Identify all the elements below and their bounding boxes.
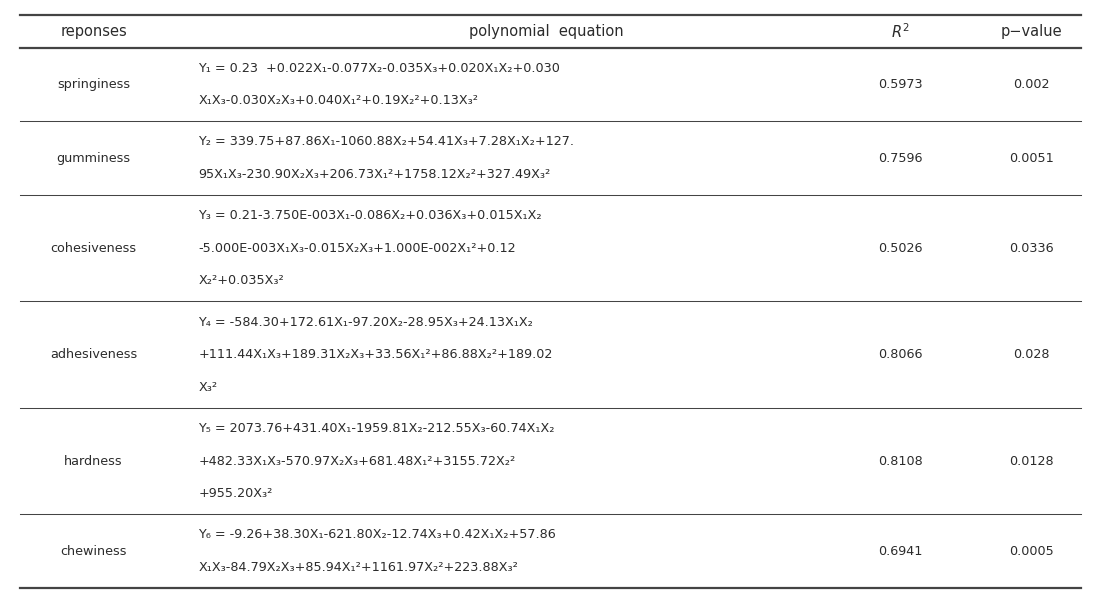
Text: +955.20X₃²: +955.20X₃²	[198, 487, 273, 500]
Text: 0.0336: 0.0336	[1010, 242, 1054, 255]
Text: 0.8108: 0.8108	[879, 455, 923, 467]
Text: X₁X₃-0.030X₂X₃+0.040X₁²+0.19X₂²+0.13X₃²: X₁X₃-0.030X₂X₃+0.040X₁²+0.19X₂²+0.13X₃²	[198, 94, 478, 107]
Text: 95X₁X₃-230.90X₂X₃+206.73X₁²+1758.12X₂²+327.49X₃²: 95X₁X₃-230.90X₂X₃+206.73X₁²+1758.12X₂²+3…	[198, 168, 550, 181]
Text: 0.5973: 0.5973	[879, 78, 923, 91]
Text: 0.002: 0.002	[1013, 78, 1050, 91]
Text: 0.8066: 0.8066	[879, 348, 923, 361]
Text: Y₁ = 0.23  +0.022X₁-0.077X₂-0.035X₃+0.020X₁X₂+0.030: Y₁ = 0.23 +0.022X₁-0.077X₂-0.035X₃+0.020…	[198, 62, 560, 74]
Text: Y₂ = 339.75+87.86X₁-1060.88X₂+54.41X₃+7.28X₁X₂+127.: Y₂ = 339.75+87.86X₁-1060.88X₂+54.41X₃+7.…	[198, 136, 575, 148]
Text: 0.0128: 0.0128	[1010, 455, 1054, 467]
Text: 0.6941: 0.6941	[879, 545, 923, 557]
Text: 0.5026: 0.5026	[879, 242, 923, 255]
Text: reponses: reponses	[61, 24, 127, 39]
Text: adhesiveness: adhesiveness	[50, 348, 138, 361]
Text: 0.0005: 0.0005	[1010, 545, 1054, 557]
Text: 0.7596: 0.7596	[879, 152, 923, 165]
Text: -5.000E-003X₁X₃-0.015X₂X₃+1.000E-002X₁²+0.12: -5.000E-003X₁X₃-0.015X₂X₃+1.000E-002X₁²+…	[198, 242, 515, 255]
Text: Y₆ = -9.26+38.30X₁-621.80X₂-12.74X₃+0.42X₁X₂+57.86: Y₆ = -9.26+38.30X₁-621.80X₂-12.74X₃+0.42…	[198, 529, 556, 541]
Text: p−value: p−value	[1001, 24, 1062, 39]
Text: Y₃ = 0.21-3.750E-003X₁-0.086X₂+0.036X₃+0.015X₁X₂: Y₃ = 0.21-3.750E-003X₁-0.086X₂+0.036X₃+0…	[198, 209, 542, 222]
Text: +111.44X₁X₃+189.31X₂X₃+33.56X₁²+86.88X₂²+189.02: +111.44X₁X₃+189.31X₂X₃+33.56X₁²+86.88X₂²…	[198, 348, 553, 361]
Text: Y₄ = -584.30+172.61X₁-97.20X₂-28.95X₃+24.13X₁X₂: Y₄ = -584.30+172.61X₁-97.20X₂-28.95X₃+24…	[198, 316, 533, 329]
Text: Y₅ = 2073.76+431.40X₁-1959.81X₂-212.55X₃-60.74X₁X₂: Y₅ = 2073.76+431.40X₁-1959.81X₂-212.55X₃…	[198, 422, 555, 435]
Text: cohesiveness: cohesiveness	[51, 242, 137, 255]
Text: 0.0051: 0.0051	[1010, 152, 1054, 165]
Text: $\mathit{R}^2$: $\mathit{R}^2$	[892, 22, 909, 41]
Text: springiness: springiness	[57, 78, 130, 91]
Text: 0.028: 0.028	[1013, 348, 1050, 361]
Text: X₁X₃-84.79X₂X₃+85.94X₁²+1161.97X₂²+223.88X₃²: X₁X₃-84.79X₂X₃+85.94X₁²+1161.97X₂²+223.8…	[198, 561, 519, 574]
Text: chewiness: chewiness	[61, 545, 127, 557]
Text: X₂²+0.035X₃²: X₂²+0.035X₃²	[198, 274, 284, 287]
Text: polynomial  equation: polynomial equation	[469, 24, 624, 39]
Text: +482.33X₁X₃-570.97X₂X₃+681.48X₁²+3155.72X₂²: +482.33X₁X₃-570.97X₂X₃+681.48X₁²+3155.72…	[198, 455, 515, 467]
Text: X₃²: X₃²	[198, 381, 217, 394]
Text: gumminess: gumminess	[56, 152, 131, 165]
Text: hardness: hardness	[64, 455, 123, 467]
